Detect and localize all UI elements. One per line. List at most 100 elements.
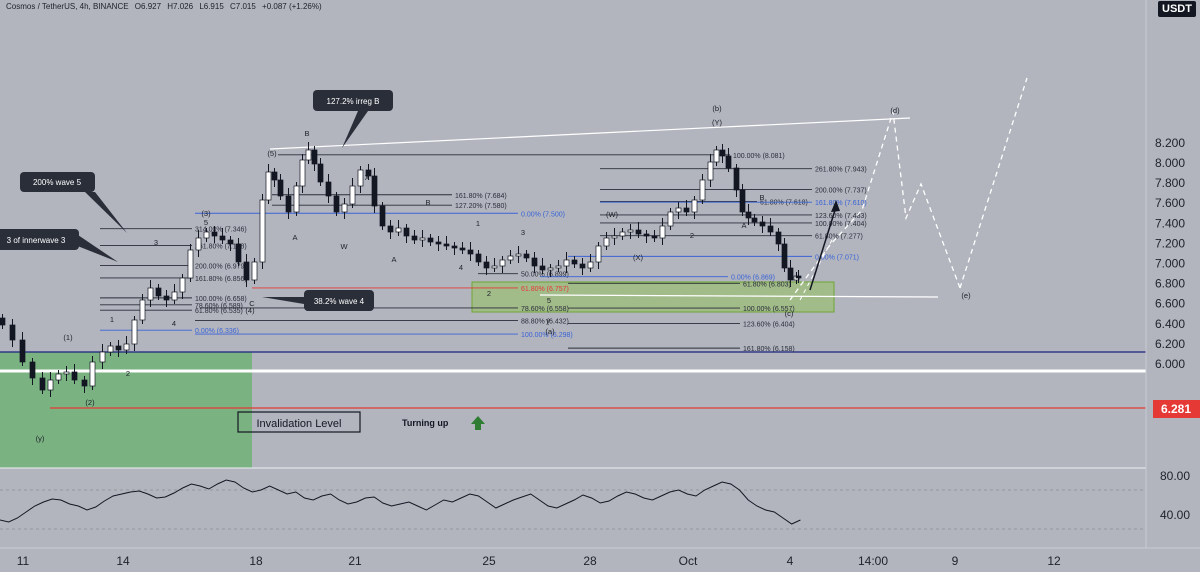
callout-127-text: 127.2% irreg B	[327, 97, 380, 106]
candle-body	[155, 287, 162, 297]
candle-body	[523, 253, 530, 259]
price-tick: 7.000	[1155, 257, 1185, 271]
wave-label: (4)	[245, 306, 255, 315]
candle-body	[251, 261, 258, 281]
candle-body	[317, 163, 324, 183]
candle-body	[235, 243, 242, 263]
candle-body	[555, 265, 562, 269]
wave-label: (b)	[712, 104, 722, 113]
wave-labels: (y) (1) (2) (3) (4) (5) (a) (b) (c) (d) (e) (W) (X) (…	[36, 104, 971, 443]
fib-label: 161.80% (6.158)	[743, 346, 795, 353]
price-tick: 6.400	[1155, 317, 1185, 331]
fib-label: 100.00% (6.658)	[195, 296, 247, 303]
candle-body	[171, 291, 178, 301]
fib-levels: 100.00% (8.081) 261.80% (7.943) 200.00% (7…	[100, 153, 867, 353]
wave-label: (y)	[36, 434, 45, 443]
candle-body	[699, 179, 706, 201]
time-tick: 28	[583, 554, 597, 568]
fib-label: 61.80% (6.803)	[743, 281, 791, 288]
candle-body	[435, 241, 442, 245]
fib-label: 161.80% (7.684)	[455, 193, 507, 200]
candle-body	[131, 319, 138, 345]
wave-label: (e)	[961, 291, 971, 300]
candle-body	[379, 205, 386, 227]
time-tick: 14	[116, 554, 130, 568]
candles	[0, 142, 802, 397]
candle-body	[341, 203, 348, 213]
candle-body	[713, 149, 720, 163]
wave-label: 5	[204, 218, 208, 227]
candle-body	[719, 149, 726, 157]
wave-label: X	[364, 173, 369, 182]
candle-body	[427, 237, 434, 243]
wave-label: (X)	[633, 253, 644, 262]
fib-label: 123.60% (7.483)	[815, 213, 867, 220]
fib-label: 78.60% (6.558)	[521, 306, 569, 313]
fib-label: 161.80% (7.610)	[815, 200, 867, 207]
invalidation-label-box	[237, 411, 361, 433]
callout-127-irreg-b: 127.2% irreg B	[313, 90, 393, 148]
time-tick: 9	[952, 554, 959, 568]
candle-body	[627, 229, 634, 233]
time-tick: 11	[17, 554, 30, 568]
candle-body	[467, 249, 474, 255]
candle-body	[195, 237, 202, 251]
wave-label: B	[759, 193, 764, 202]
fib-label: 0.00% (7.500)	[521, 211, 565, 218]
turning-up-label: Turning up	[402, 418, 449, 428]
fib-label: 78.60% (6.589)	[195, 303, 243, 310]
wave-label: 3	[154, 238, 158, 247]
time-axis: 11 14 18 21 25 28 Oct 4 14:00 9 12	[17, 554, 1061, 568]
white-support-line	[539, 294, 939, 298]
candle-body	[9, 324, 16, 341]
candle-body	[71, 371, 78, 381]
candle-body	[271, 171, 278, 181]
candle-body	[365, 169, 372, 177]
wave-label: 1	[476, 219, 480, 228]
candle-body	[781, 243, 788, 269]
candle-body	[491, 265, 498, 269]
candle-body	[767, 225, 774, 233]
candle-body	[619, 231, 626, 237]
symbol-title: Cosmos / TetherUS, 4h, BINANCE	[6, 2, 129, 11]
candle-body	[745, 211, 752, 219]
candle-body	[387, 225, 394, 233]
time-tick: 18	[249, 554, 263, 568]
wave-label: (c)	[785, 309, 794, 318]
candle-body	[675, 207, 682, 213]
candle-body	[55, 373, 62, 381]
wave-label: 1	[110, 315, 114, 324]
candle-body	[403, 227, 410, 237]
candle-body	[187, 249, 194, 279]
wave-label: y	[546, 316, 550, 325]
change-value: +0.087 (+1.26%)	[262, 2, 322, 11]
time-tick: Oct	[679, 554, 698, 568]
candle-body	[99, 351, 106, 363]
green-up-arrow-icon	[471, 416, 485, 430]
wave-label: A	[292, 233, 297, 242]
candle-body	[179, 277, 186, 293]
wave-label: 2	[126, 369, 130, 378]
candle-body	[211, 231, 218, 237]
candle-body	[725, 155, 732, 169]
candle-body	[227, 239, 234, 245]
candle-body	[579, 263, 586, 269]
price-tick: 6.200	[1155, 337, 1185, 351]
currency-button[interactable]: USDT	[1158, 1, 1196, 17]
candle-body	[139, 299, 146, 321]
fib-label: 314.00% (7.346)	[195, 227, 247, 234]
price-tick: 7.600	[1155, 196, 1185, 210]
wave-label: (Y)	[712, 118, 723, 127]
fib-label: 100.00% (7.404)	[815, 221, 867, 228]
fib-label: 88.80% (6.432)	[521, 319, 569, 326]
wave-label: A	[741, 221, 746, 230]
time-tick: 12	[1047, 554, 1061, 568]
fib-label: 100.00% (6.298)	[521, 332, 573, 339]
candle-body	[443, 243, 450, 247]
candle-body	[39, 377, 46, 391]
candle-body	[147, 287, 154, 301]
price-tick: 6.800	[1155, 277, 1185, 291]
projected-wave-up	[959, 77, 1028, 289]
